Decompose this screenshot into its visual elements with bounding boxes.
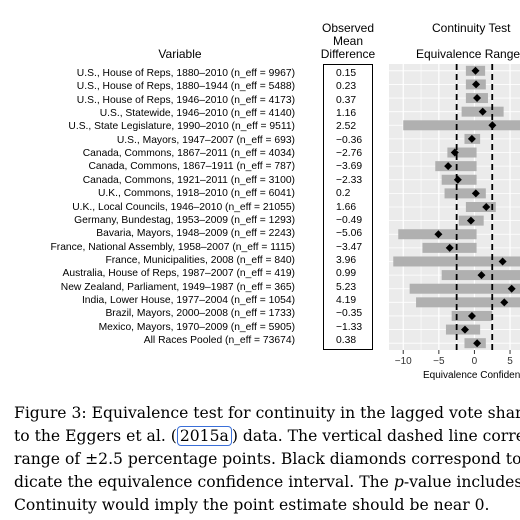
equivalence-interval-bar	[444, 188, 486, 199]
row-label: Canada, Commons, 1867–2011 (n_eff = 4034…	[82, 148, 295, 160]
observed-header-line2: Mean	[332, 34, 364, 48]
point-estimate-diamond	[507, 284, 516, 293]
equivalence-interval-bar	[416, 297, 520, 308]
caption-line-2-end: ) data. The vertical dashed line corres	[231, 427, 520, 445]
continuity-test-chart: −10 −5 0 5 Equivalence Confidence	[389, 64, 520, 381]
row-label: Canada, Commons, 1867–1911 (n_eff = 787)	[88, 161, 295, 173]
observed-difference-value: 0.38	[336, 335, 357, 346]
point-estimate-diamond	[445, 243, 454, 252]
point-estimate-diamond	[478, 107, 487, 116]
observed-header-line1: Observed	[321, 21, 375, 35]
equivalence-interval-bar	[409, 283, 520, 294]
point-estimate-diamond	[460, 325, 469, 334]
x-tick-label: 0	[472, 356, 478, 367]
point-estimate-diamond	[471, 189, 480, 198]
observed-header-line3: Difference	[320, 47, 376, 61]
point-estimate-diamond	[473, 339, 482, 348]
caption-line-3: range of ±2.5 percentage points. Black d…	[14, 450, 520, 468]
row-label: U.S., House of Reps, 1880–1944 (n_eff = …	[76, 81, 295, 93]
observed-difference-value: −2.76	[336, 148, 363, 160]
point-estimate-diamond	[466, 216, 475, 225]
observed-difference-value: 0.99	[336, 268, 357, 280]
caption-line-2-start: to the Eggers et al. (	[14, 427, 177, 445]
observed-difference-value: 0.15	[336, 68, 357, 79]
row-label: Germany, Bundestag, 1953–2009 (n_eff = 1…	[74, 214, 295, 226]
observed-difference-value: 1.66	[336, 201, 357, 213]
point-estimate-diamond	[471, 66, 480, 75]
observed-difference-value: 0.2	[336, 188, 351, 200]
observed-difference-value: −0.49	[336, 214, 363, 226]
point-estimate-diamond	[434, 230, 443, 239]
row-label: India, Lower House, 1977–2004 (n_eff = 1…	[81, 294, 295, 306]
observed-mean-difference-header: Observed Mean Difference	[315, 22, 381, 61]
observed-difference-value: 1.16	[336, 108, 357, 120]
observed-difference-value: −2.33	[336, 174, 363, 186]
row-label: France, Municipalities, 2008 (n_eff = 84…	[105, 254, 295, 266]
observed-difference-box	[323, 64, 373, 350]
equivalence-range-label: Equivalence Range	[416, 47, 520, 61]
observed-difference-value: −3.47	[336, 241, 363, 253]
equivalence-interval-bar	[447, 147, 477, 158]
row-label: U.S., Statewide, 1946–2010 (n_eff = 4140…	[99, 108, 295, 120]
point-estimate-diamond	[450, 148, 459, 157]
row-label: Bavaria, Mayors, 1948–2009 (n_eff = 2243…	[96, 228, 295, 240]
point-estimate-diamonds	[434, 66, 516, 348]
row-label: All Races Pooled (n_eff = 73674)	[143, 335, 295, 346]
variable-header: Variable	[158, 47, 202, 61]
x-tick-label: 5	[507, 356, 513, 367]
caption-p-italic: p	[393, 473, 404, 491]
row-label: Australia, House of Reps, 1987–2007 (n_e…	[62, 268, 295, 280]
caption-line-1: Figure 3: Equivalence test for continuit…	[14, 404, 520, 422]
observed-difference-value: −0.36	[336, 134, 363, 146]
point-estimate-diamond	[473, 94, 482, 103]
continuity-test-title: Continuity Test	[432, 21, 511, 35]
x-tick-label: −10	[395, 356, 412, 367]
equivalence-interval-bar	[403, 120, 520, 131]
row-label: U.S., Mayors, 1947–2007 (n_eff = 693)	[116, 134, 295, 146]
caption-line-4-start: dicate the equivalence confidence interv…	[14, 473, 394, 491]
row-label: U.K., Local Councils, 1946–2010 (n_eff =…	[72, 201, 295, 213]
point-estimate-diamond	[488, 121, 497, 130]
row-label: Mexico, Mayors, 1970–2009 (n_eff = 5905)	[98, 321, 295, 333]
x-tick-label: −5	[433, 356, 445, 367]
point-estimate-diamond	[444, 162, 453, 171]
point-estimate-diamond	[467, 311, 476, 320]
point-estimate-diamond	[498, 257, 507, 266]
point-estimate-diamond	[477, 271, 486, 280]
caption-line-2: to the Eggers et al. (2015a) data. The v…	[14, 425, 520, 448]
observed-difference-value: −3.69	[336, 161, 363, 173]
row-label: France, National Assembly, 1958–2007 (n_…	[50, 241, 295, 253]
equivalence-range-dashed-lines	[455, 64, 494, 350]
point-estimate-diamond	[500, 298, 509, 307]
observed-difference-value: 5.23	[336, 281, 357, 293]
x-axis-label: Equivalence Confidence	[423, 370, 520, 381]
point-estimate-diamond	[467, 134, 476, 143]
figure-caption: Figure 3: Equivalence test for continuit…	[14, 402, 520, 517]
row-label: U.S., House of Reps, 1880–2010 (n_eff = …	[76, 68, 295, 79]
row-label: U.K., Commons, 1918–2010 (n_eff = 6041)	[97, 188, 295, 200]
observed-difference-value: 3.96	[336, 254, 357, 266]
x-axis: −10 −5 0 5	[395, 350, 513, 367]
observed-difference-value: −0.35	[336, 308, 363, 320]
observed-difference-value: 0.23	[336, 81, 357, 93]
observed-difference-value: 4.19	[336, 294, 357, 306]
point-estimate-diamond	[472, 80, 481, 89]
observed-difference-value: 0.37	[336, 94, 357, 106]
observed-difference-value: 2.52	[336, 121, 357, 133]
caption-line-4: dicate the equivalence confidence interv…	[14, 471, 520, 494]
observed-difference-value: −5.06	[336, 228, 363, 240]
caption-line-5: Continuity would imply the point estimat…	[14, 496, 490, 514]
row-label: New Zealand, Parliament, 1949–1987 (n_ef…	[60, 281, 295, 293]
observed-difference-value: −1.33	[336, 321, 363, 333]
point-estimate-diamond	[453, 175, 462, 184]
caption-line-4-end: -value includes a	[403, 473, 520, 491]
point-estimate-diamond	[482, 203, 491, 211]
citation-link-eggers-2015a[interactable]: 2015a	[176, 426, 232, 446]
row-label: Brazil, Mayors, 2000–2008 (n_eff = 1733)	[105, 308, 295, 320]
equivalence-interval-bar	[393, 256, 520, 267]
equivalence-interval-bar	[465, 202, 496, 212]
row-label: U.S., State Legislature, 1990–2010 (n_ef…	[68, 121, 295, 133]
row-label: Canada, Commons, 1921–2011 (n_eff = 3100…	[82, 174, 295, 186]
row-label: U.S., House of Reps, 1946–2010 (n_eff = …	[76, 94, 295, 106]
